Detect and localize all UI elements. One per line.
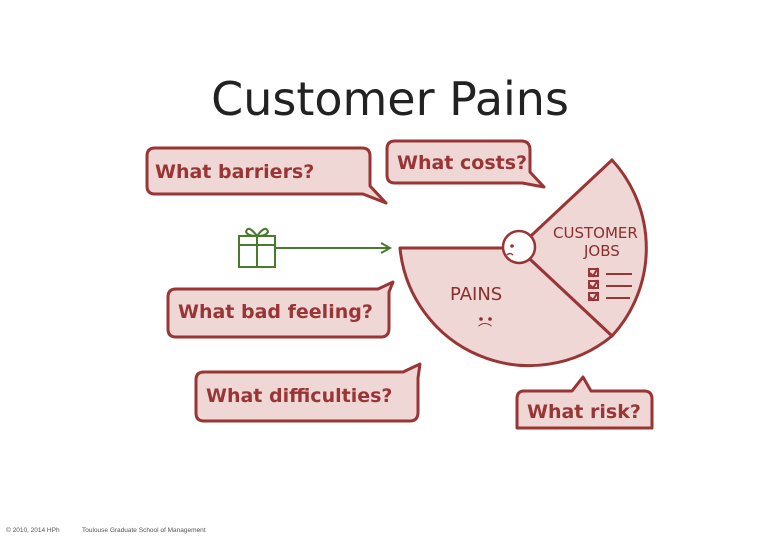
footer-school: Toulouse Graduate School of Management bbox=[82, 527, 206, 534]
gift-icon bbox=[238, 227, 276, 268]
sad-face-icon: ⌒ bbox=[478, 317, 492, 339]
pains-segment bbox=[398, 246, 614, 368]
bubble-what-bad-feeling-text: What bad feeling? bbox=[178, 301, 373, 323]
footer-copyright: © 2010, 2014 HPh bbox=[6, 527, 60, 534]
bubble-what-barriers-text: What barriers? bbox=[155, 161, 314, 183]
customer-jobs-label-line1: CUSTOMER bbox=[553, 224, 638, 242]
customer-jobs-segment bbox=[516, 158, 648, 338]
bubble-what-difficulties-text: What difficulties? bbox=[206, 385, 392, 407]
customer-jobs-label-line2: JOBS bbox=[583, 242, 620, 260]
bubble-what-costs-text: What costs? bbox=[397, 152, 527, 174]
checklist-icon bbox=[588, 267, 632, 302]
svg-text:⌒: ⌒ bbox=[478, 323, 492, 339]
bubble-what-risk-text: What risk? bbox=[527, 401, 641, 423]
bubble-what-difficulties: What difficulties? bbox=[194, 362, 422, 423]
bubble-what-costs: What costs? bbox=[385, 139, 546, 189]
bubble-what-barriers: What barriers? bbox=[145, 146, 388, 205]
arrow-icon bbox=[275, 242, 393, 254]
customer-head-icon bbox=[501, 229, 537, 265]
slide-title: Customer Pains bbox=[211, 72, 569, 126]
bubble-what-risk: What risk? bbox=[515, 375, 654, 430]
bubble-what-bad-feeling: What bad feeling? bbox=[166, 280, 395, 339]
pains-label: PAINS bbox=[450, 284, 502, 305]
